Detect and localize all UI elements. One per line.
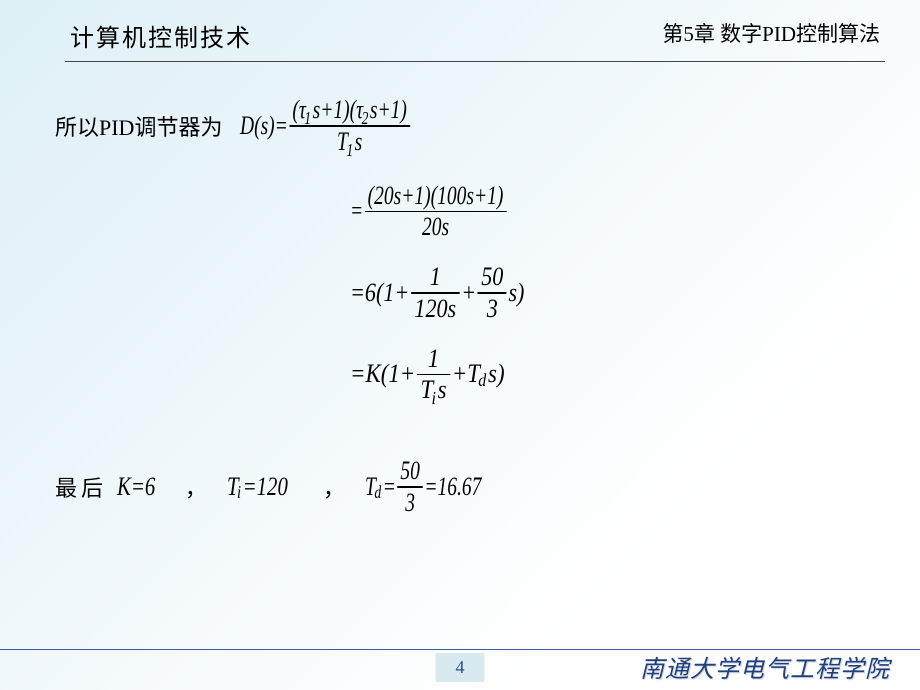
header-left-title: 计算机控制技术 bbox=[70, 18, 252, 53]
equation-4: =K(1+ 1 Tis +Tds) bbox=[350, 346, 852, 404]
final-td: Td= 50 3 =16.67 bbox=[365, 458, 481, 516]
slide-header: 计算机控制技术 第5章 数字PID控制算法 bbox=[0, 0, 920, 61]
comma: ， bbox=[323, 471, 345, 503]
final-k: K=6 bbox=[117, 472, 155, 502]
final-ti: Ti=120 bbox=[227, 472, 288, 502]
comma: ， bbox=[185, 471, 207, 503]
slide-content: 所以PID调节器为 D(s)= (τ1s+1)(τ2s+1) T1s = (20… bbox=[0, 62, 920, 516]
equation-intro-line: 所以PID调节器为 D(s)= (τ1s+1)(τ2s+1) T1s bbox=[55, 97, 920, 155]
header-right-chapter: 第5章 数字PID控制算法 bbox=[662, 18, 880, 53]
final-result-line: 最后 K=6 ， Ti=120 ， Td= 50 3 =16.67 bbox=[55, 458, 920, 516]
equation-1: D(s)= (τ1s+1)(τ2s+1) T1s bbox=[240, 97, 411, 155]
intro-text: 所以PID调节器为 bbox=[55, 110, 222, 142]
equation-3: =6(1+ 1 120s + 50 3 s) bbox=[350, 264, 835, 322]
final-label: 最后 bbox=[55, 471, 107, 503]
footer-org: 南通大学电气工程学院 bbox=[640, 649, 890, 684]
page-number: 4 bbox=[436, 653, 485, 682]
equation-2: = (20s+1)(100s+1) 20s bbox=[350, 183, 778, 241]
